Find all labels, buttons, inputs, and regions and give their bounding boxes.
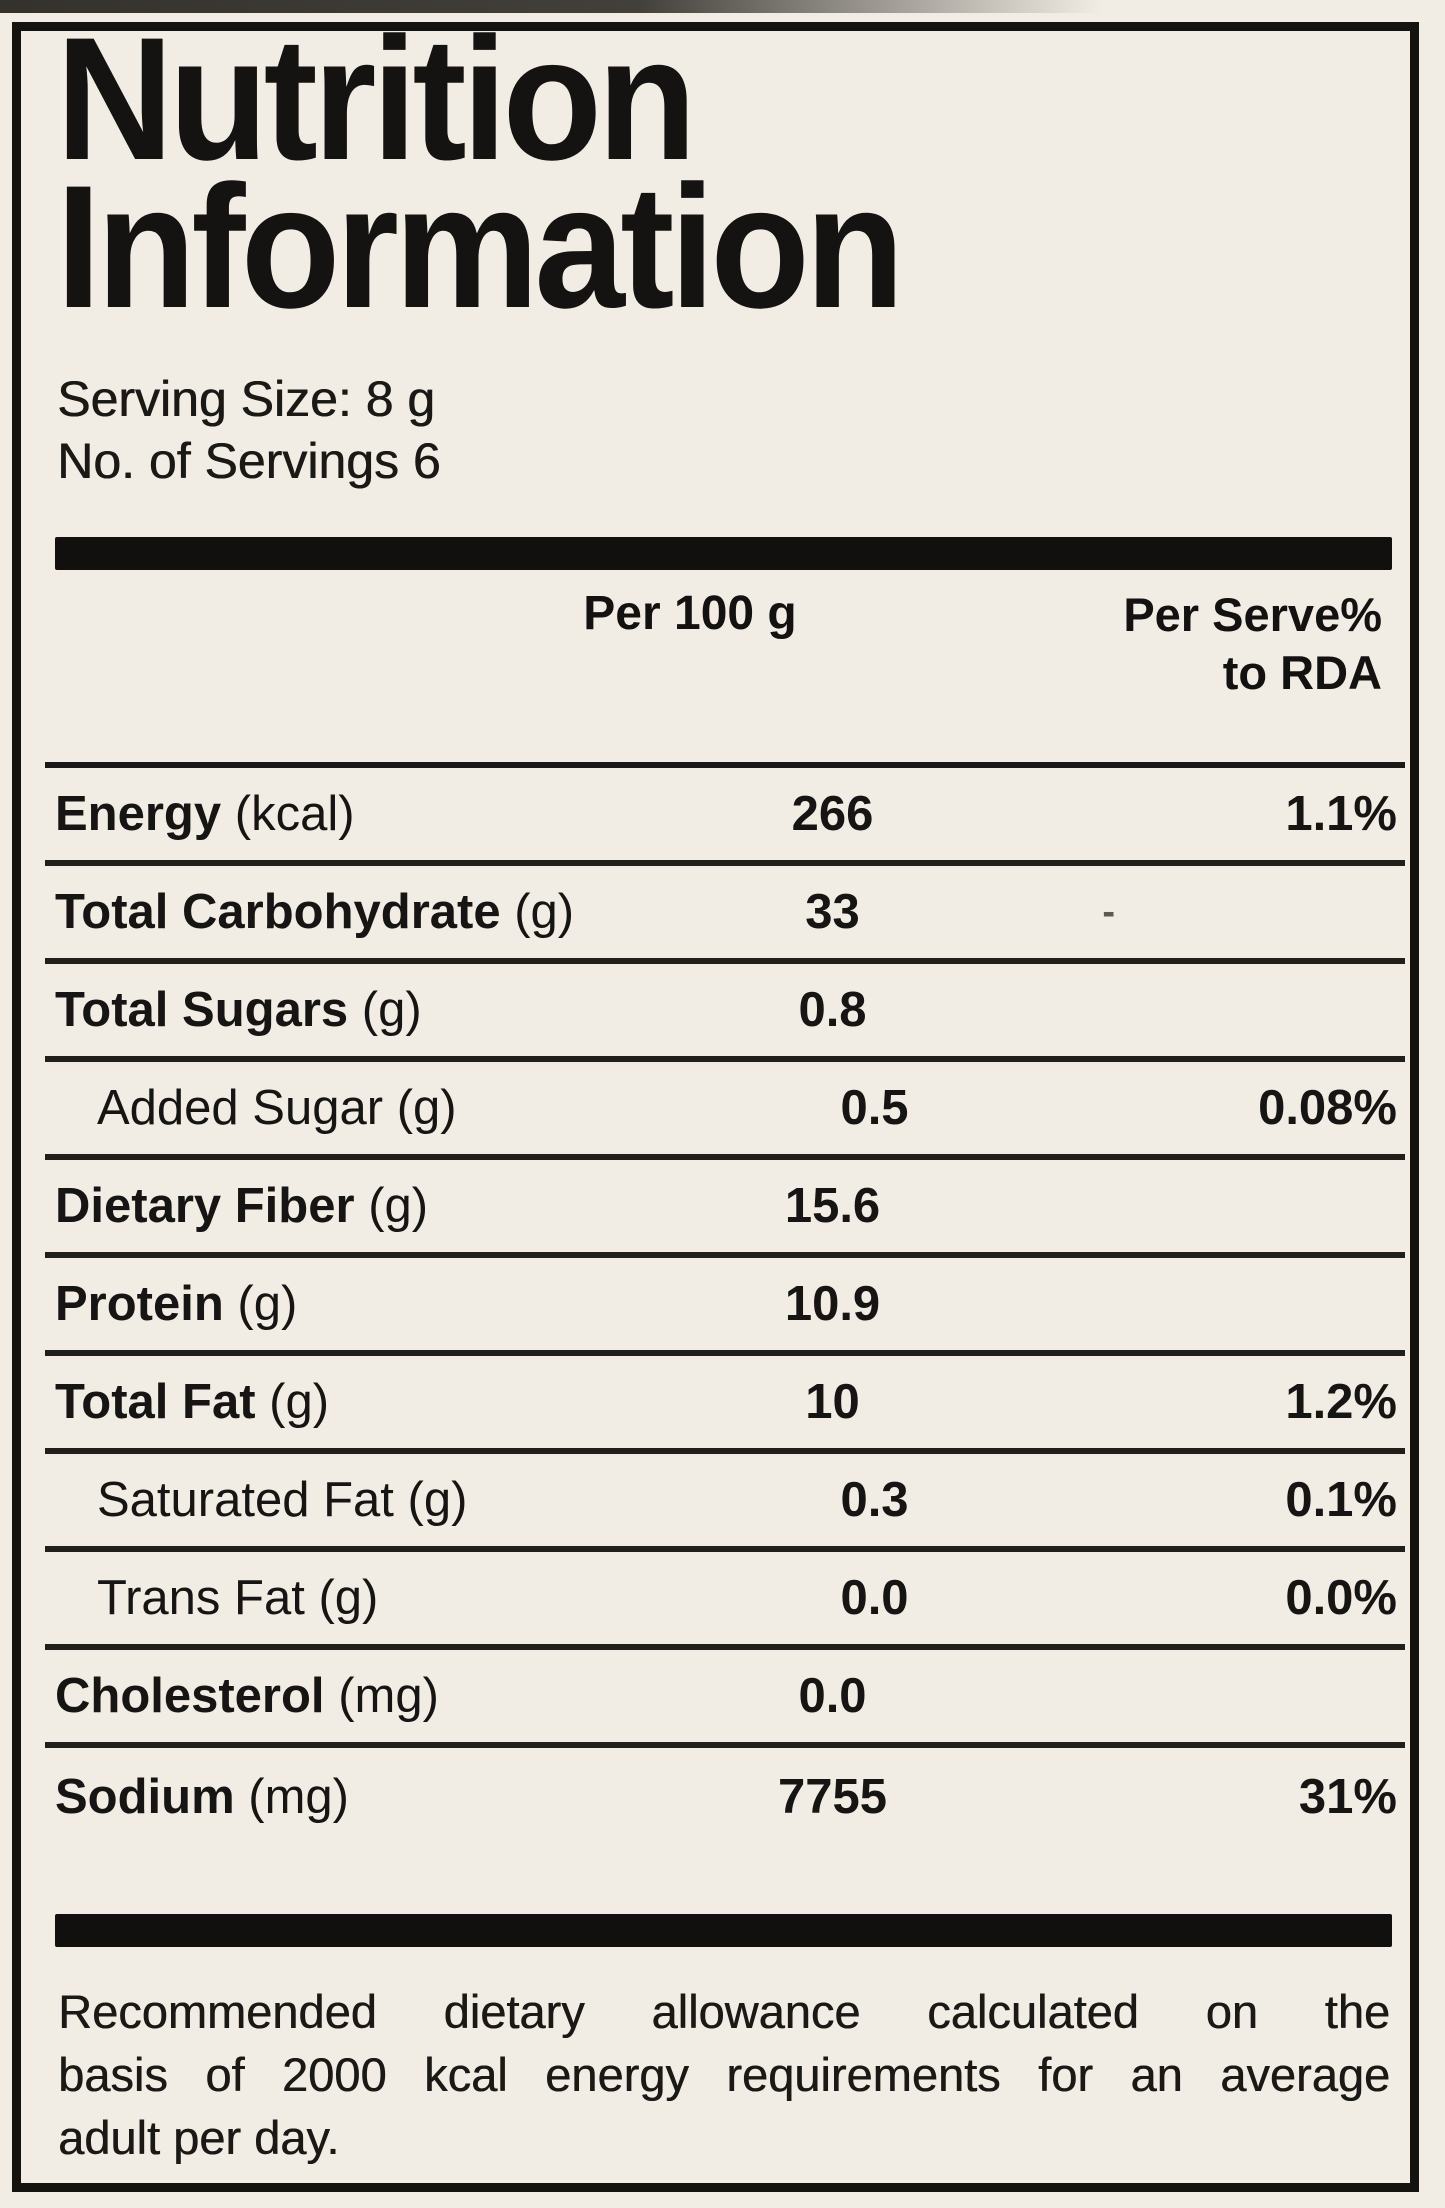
footnote-line: basis of 2000 kcal energy requirements f… bbox=[58, 2048, 1390, 2101]
nutrient-name: Total Fat bbox=[55, 1375, 256, 1429]
rda-footnote: Recommended dietary allowance calculated… bbox=[58, 1980, 1390, 2169]
nutrient-row: Total Sugars (g) 0.8 bbox=[45, 964, 1405, 1062]
per100-value: 15.6 bbox=[784, 1179, 881, 1233]
nutrient-name-cell: Saturated Fat (g) bbox=[55, 1472, 707, 1528]
rda-value: 0.1% bbox=[1285, 1473, 1397, 1527]
per100-value: 0.0 bbox=[798, 1669, 867, 1723]
nutrient-row: Total Fat (g) 10 1.2% bbox=[45, 1356, 1405, 1454]
footnote-line: adult per day. bbox=[58, 2111, 340, 2164]
column-header-per100: Per 100 g bbox=[583, 587, 797, 640]
nutrient-name: Protein bbox=[55, 1277, 224, 1331]
per100-value: 0.0 bbox=[840, 1571, 909, 1625]
nutrient-name-cell: Added Sugar (g) bbox=[55, 1080, 707, 1136]
rda-value: 31% bbox=[1298, 1770, 1397, 1824]
column-header-rda-line1: Per Serve% bbox=[1123, 588, 1382, 641]
servings-count: No. of Servings 6 bbox=[57, 433, 441, 489]
divider-bar-bottom bbox=[55, 1914, 1392, 1947]
per100-value: 0.5 bbox=[840, 1081, 909, 1135]
nutrient-name: Total Carbohydrate bbox=[55, 885, 501, 939]
nutrient-name-cell: Sodium (mg) bbox=[55, 1769, 665, 1825]
page-title: Nutrition Information bbox=[56, 2, 905, 345]
nutrient-name-cell: Total Carbohydrate (g) bbox=[55, 884, 665, 940]
nutrient-row: Dietary Fiber (g) 15.6 bbox=[45, 1160, 1405, 1258]
nutrient-row: Cholesterol (mg) 0.0 bbox=[45, 1650, 1405, 1748]
per100-value: 7755 bbox=[777, 1770, 887, 1824]
nutrient-row: Trans Fat (g) 0.0 0.0% bbox=[45, 1552, 1405, 1650]
nutrient-name: Saturated Fat bbox=[97, 1473, 394, 1527]
rda-value: 0.0% bbox=[1285, 1571, 1397, 1625]
nutrient-unit: (g) bbox=[361, 983, 422, 1037]
per100-value: 10.9 bbox=[784, 1277, 881, 1331]
serving-info: Serving Size: 8 g No. of Servings 6 bbox=[57, 368, 441, 492]
nutrient-row: Added Sugar (g) 0.5 0.08% bbox=[45, 1062, 1405, 1160]
nutrient-unit: (kcal) bbox=[234, 787, 355, 841]
nutrient-name: Dietary Fiber bbox=[55, 1179, 355, 1233]
nutrient-table: Energy (kcal) 266 1.1% Total Carbohydrat… bbox=[45, 768, 1405, 1846]
nutrient-row: Saturated Fat (g) 0.3 0.1% bbox=[45, 1454, 1405, 1552]
nutrient-name: Added Sugar bbox=[97, 1081, 384, 1135]
nutrient-unit: (g) bbox=[407, 1473, 468, 1527]
nutrient-name: Total Sugars bbox=[55, 983, 349, 1037]
header-underline bbox=[45, 762, 1405, 768]
nutrient-row: Energy (kcal) 266 1.1% bbox=[45, 768, 1405, 866]
nutrient-unit: (g) bbox=[396, 1081, 457, 1135]
label-border bbox=[12, 22, 1419, 2192]
page-title-line2: Information bbox=[56, 150, 905, 345]
nutrient-unit: (g) bbox=[514, 885, 575, 939]
column-header-rda-line2: to RDA bbox=[1222, 646, 1382, 699]
nutrient-name-cell: Total Sugars (g) bbox=[55, 982, 665, 1038]
nutrient-unit: (mg) bbox=[338, 1669, 439, 1723]
serving-size: Serving Size: 8 g bbox=[57, 371, 435, 427]
per100-value: 33 bbox=[805, 885, 860, 939]
nutrient-name-cell: Cholesterol (mg) bbox=[55, 1668, 665, 1724]
nutrient-name: Trans Fat bbox=[97, 1571, 305, 1625]
nutrient-unit: (g) bbox=[368, 1179, 429, 1233]
footnote-line: Recommended dietary allowance calculated… bbox=[58, 1985, 1390, 2038]
page-title-line1: Nutrition bbox=[56, 2, 697, 197]
per100-value: 10 bbox=[805, 1375, 860, 1429]
nutrient-row: Sodium (mg) 7755 31% bbox=[45, 1748, 1405, 1846]
nutrient-name-cell: Dietary Fiber (g) bbox=[55, 1178, 665, 1234]
nutrient-row: Total Carbohydrate (g) 33 - bbox=[45, 866, 1405, 964]
rda-value: 1.1% bbox=[1285, 787, 1397, 841]
column-header-rda: Per Serve% to RDA bbox=[990, 586, 1382, 702]
nutrient-unit: (g) bbox=[318, 1571, 379, 1625]
nutrient-name: Sodium bbox=[55, 1770, 235, 1824]
per100-value: 0.3 bbox=[840, 1473, 909, 1527]
divider-bar-top bbox=[55, 537, 1392, 570]
nutrient-name: Cholesterol bbox=[55, 1669, 325, 1723]
nutrient-name: Energy bbox=[55, 787, 222, 841]
rda-value: 0.08% bbox=[1258, 1081, 1397, 1135]
nutrient-row: Protein (g) 10.9 bbox=[45, 1258, 1405, 1356]
rda-value: 1.2% bbox=[1285, 1375, 1397, 1429]
nutrient-unit: (g) bbox=[269, 1375, 330, 1429]
nutrient-name-cell: Protein (g) bbox=[55, 1276, 665, 1332]
nutrient-unit: (mg) bbox=[248, 1770, 350, 1824]
per100-value: 266 bbox=[791, 787, 874, 841]
photo-edge-artifact bbox=[0, 0, 1160, 13]
rda-value: - bbox=[1102, 890, 1115, 933]
nutrient-name-cell: Trans Fat (g) bbox=[55, 1570, 707, 1626]
nutrient-unit: (g) bbox=[237, 1277, 298, 1331]
per100-value: 0.8 bbox=[798, 983, 867, 1037]
nutrient-name-cell: Energy (kcal) bbox=[55, 786, 665, 842]
nutrient-name-cell: Total Fat (g) bbox=[55, 1374, 665, 1430]
